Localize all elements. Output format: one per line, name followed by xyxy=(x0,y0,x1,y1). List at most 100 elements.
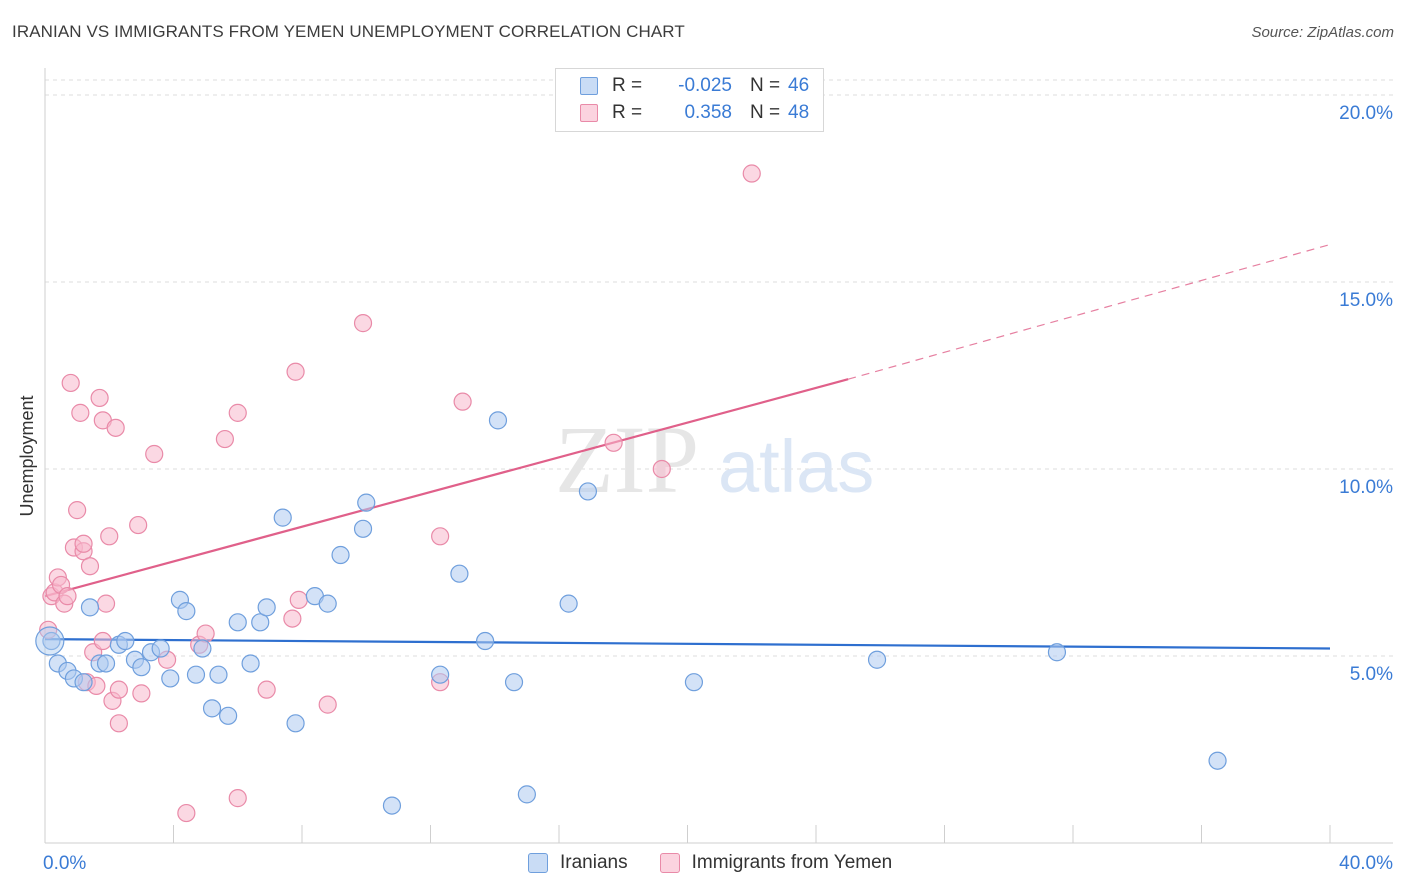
legend-r-value: -0.025 xyxy=(678,75,732,96)
iranian-point xyxy=(1208,751,1227,770)
yemen-point xyxy=(177,803,196,823)
series-swatch-blue xyxy=(528,853,548,873)
series-swatch-pink xyxy=(659,853,680,873)
legend-r-label: R = xyxy=(612,75,643,96)
chart-title: IRANIAN VS IMMIGRANTS FROM YEMEN UNEMPLO… xyxy=(12,22,685,41)
y-tick-label: 20.0% xyxy=(1339,103,1393,124)
yemen-point xyxy=(71,403,90,422)
yemen-point xyxy=(353,314,373,333)
y-axis-label: Unemployment xyxy=(17,395,37,516)
series-label-yemen: Immigrants from Yemen xyxy=(691,852,893,873)
iranian-point xyxy=(209,665,228,684)
iranian-point xyxy=(1047,643,1067,662)
iranian-point xyxy=(116,631,135,651)
labels-layer: 5.0% 10.0% 15.0% 20.0% 0.0% 40.0% Unemployment xyxy=(17,103,1393,874)
iranian-point xyxy=(517,785,536,804)
legend-r-value: 0.358 xyxy=(684,102,732,123)
yemen-point xyxy=(132,684,151,703)
iranian-point xyxy=(286,714,305,733)
legend-r-label: R = xyxy=(612,102,643,123)
legend-n-value: 48 xyxy=(788,102,810,123)
yemen-point xyxy=(289,590,308,609)
iranian-point xyxy=(504,673,524,692)
yemen-point xyxy=(145,444,164,464)
series-legend-iranians[interactable]: Iranians xyxy=(528,852,628,874)
iranian-point xyxy=(488,411,508,430)
y-tick-label: 10.0% xyxy=(1339,477,1393,498)
yemen-point xyxy=(431,527,450,546)
yemen-trendline xyxy=(44,378,849,598)
points-layer xyxy=(35,164,1227,823)
source-label: Source: ZipAtlas.com xyxy=(1251,24,1394,41)
yemen-point xyxy=(283,609,302,628)
yemen-point xyxy=(228,789,247,808)
iranian-point xyxy=(251,613,270,632)
y-tick-label: 5.0% xyxy=(1350,664,1393,685)
iranian-point xyxy=(353,519,373,538)
yemen-point xyxy=(742,164,761,183)
iranian-point xyxy=(867,650,887,669)
series-legend: Iranians Immigrants from Yemen xyxy=(528,852,924,874)
iranian-point-cluster xyxy=(35,626,65,656)
yemen-point xyxy=(257,680,276,699)
iranian-point xyxy=(382,796,402,815)
correlation-legend: R = -0.025 N = 46 R = 0.358 N = 48 xyxy=(555,68,824,132)
iranian-point xyxy=(42,631,61,651)
yemen-trendline-extension xyxy=(847,243,1331,380)
yemen-point xyxy=(93,631,112,651)
yemen-point xyxy=(58,587,77,606)
iranian-point xyxy=(151,639,170,658)
legend-swatch-pink xyxy=(580,104,598,122)
iranian-point xyxy=(431,665,450,684)
yemen-point xyxy=(286,362,305,381)
legend-row-yemen: R = 0.358 N = 48 xyxy=(580,101,809,125)
yemen-point xyxy=(61,373,80,393)
iranian-point xyxy=(74,673,93,692)
iranian-point xyxy=(357,493,376,512)
legend-n-label: N = xyxy=(750,102,781,123)
iranian-point xyxy=(331,545,350,565)
yemen-point xyxy=(109,714,128,733)
iranian-point xyxy=(202,699,222,718)
yemen-point xyxy=(96,594,116,613)
series-legend-yemen[interactable]: Immigrants from Yemen xyxy=(659,852,893,874)
iranian-point xyxy=(96,654,116,673)
legend-row-iranians: R = -0.025 N = 46 xyxy=(580,74,809,98)
axes-layer xyxy=(44,68,1393,844)
iranian-point xyxy=(186,665,206,684)
yemen-point xyxy=(106,418,125,437)
iranian-point xyxy=(559,594,578,613)
yemen-point xyxy=(80,557,100,576)
yemen-point xyxy=(74,534,93,553)
y-tick-label: 15.0% xyxy=(1339,290,1393,311)
yemen-point xyxy=(129,515,148,535)
iranian-point xyxy=(318,594,337,613)
iranian-point xyxy=(177,602,196,621)
yemen-point xyxy=(109,680,128,699)
x-tick-label: 0.0% xyxy=(43,853,86,874)
iranian-point xyxy=(578,482,598,501)
yemen-point xyxy=(228,403,247,422)
iranian-point xyxy=(228,613,247,632)
iranian-point xyxy=(257,598,276,617)
yemen-point xyxy=(100,527,119,546)
watermark-atlas: atlas xyxy=(718,425,874,508)
watermark-zip: ZIP xyxy=(555,406,699,513)
iranian-point xyxy=(219,706,238,725)
legend-swatch-blue xyxy=(580,77,598,95)
iranian-point xyxy=(684,673,704,692)
yemen-point xyxy=(68,501,87,520)
iranian-point xyxy=(80,598,100,617)
iranian-point xyxy=(450,564,469,583)
yemen-point xyxy=(215,429,234,449)
yemen-point xyxy=(652,459,671,479)
legend-n-label: N = xyxy=(750,75,781,96)
iranian-trendline xyxy=(44,638,1331,650)
x-tick-label: 40.0% xyxy=(1339,853,1393,874)
series-label-iranians: Iranians xyxy=(560,852,628,873)
iranian-point xyxy=(241,654,260,673)
yemen-point xyxy=(318,695,337,714)
legend-n-value: 46 xyxy=(788,75,810,96)
iranian-point xyxy=(132,658,151,677)
